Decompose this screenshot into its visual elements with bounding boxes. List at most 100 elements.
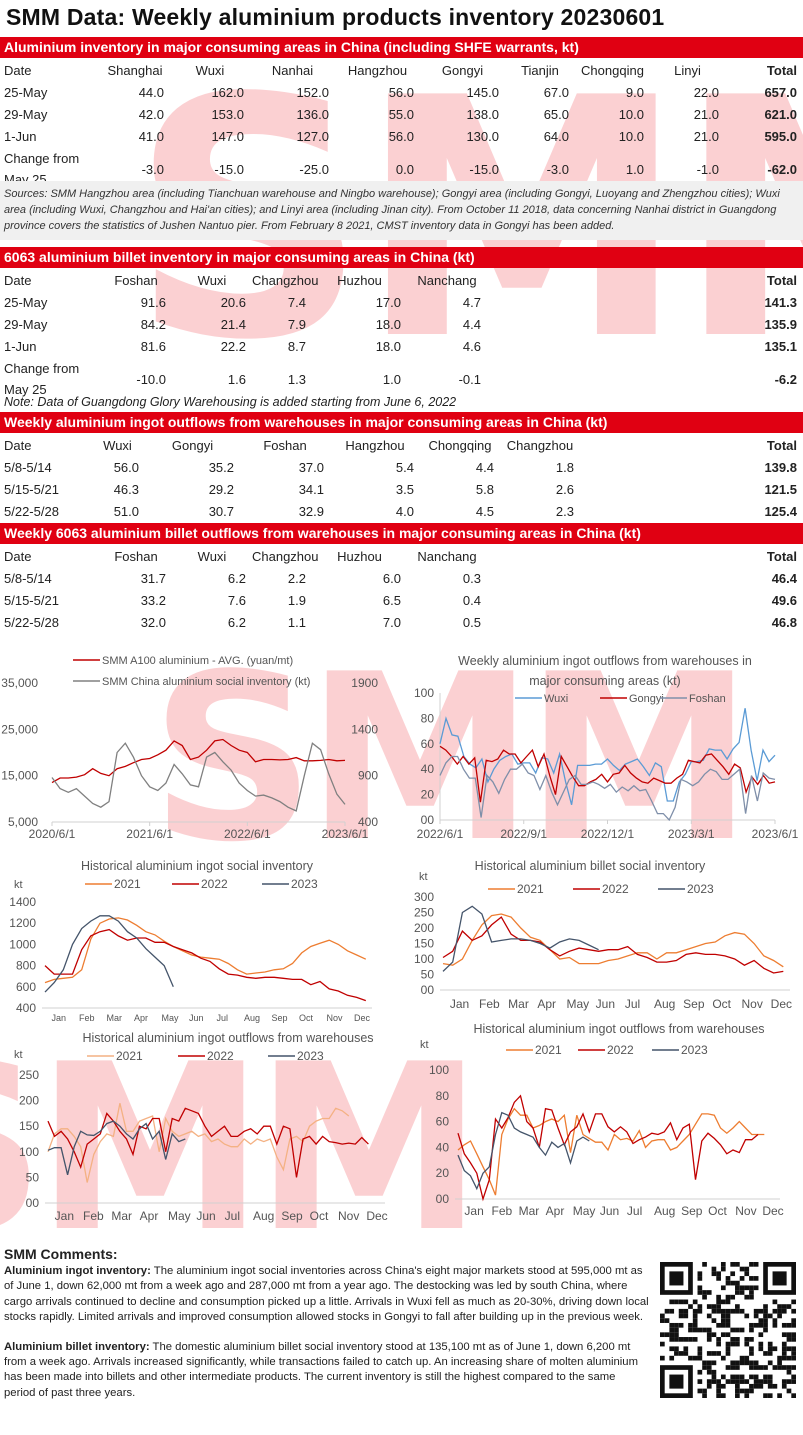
table-cell: 44.0 xyxy=(138,84,164,100)
x-tick-label: Sep xyxy=(681,1204,703,1218)
x-tick-label: Oct xyxy=(712,997,731,1011)
column-header: Changzhou xyxy=(252,272,319,288)
table-cell: 37.0 xyxy=(298,459,324,475)
column-header: Total xyxy=(766,62,797,78)
series-line-2022 xyxy=(442,916,784,974)
column-header: Wuxi xyxy=(197,272,227,288)
y-tick-label: 100 xyxy=(414,952,434,966)
table-cell: 81.6 xyxy=(140,338,166,354)
table-cell: 20.6 xyxy=(220,294,246,310)
x-tick-label: Mar xyxy=(508,997,529,1011)
table-cell: 56.0 xyxy=(388,84,414,100)
table-cell: 138.0 xyxy=(466,106,499,122)
series-line-2021 xyxy=(442,913,784,968)
column-header: Gongyi xyxy=(171,437,214,453)
column-header: Changzhou xyxy=(506,437,574,453)
table-cell: 21.0 xyxy=(693,106,719,122)
x-tick-label: Nov xyxy=(742,997,763,1011)
sources-note: Sources: SMM Hangzhou area (including Ti… xyxy=(0,181,803,240)
table-cell: 35.2 xyxy=(208,459,234,475)
data-table: Date Wuxi Gongyi Foshan Hangzhou Chongqing Cha… xyxy=(0,434,803,522)
column-header: Wuxi xyxy=(103,437,132,453)
table-cell: 6.0 xyxy=(382,570,401,586)
table-cell: 1.6 xyxy=(227,371,246,387)
table-row: 5/15-5/21 33.2 7.6 1.9 6.5 0.4 49.6 xyxy=(0,589,803,611)
table-row: 29-May 42.0 153.0 136.0 55.0 138.0 65.0 10.0 21.… xyxy=(0,103,803,125)
table-cell: 49.6 xyxy=(771,592,797,608)
column-header: Date xyxy=(4,272,32,288)
table-row: Change from May 25 -3.0 -15.0 -25.0 0.0 -15.0… xyxy=(0,147,803,191)
table-cell: 29-May xyxy=(4,106,48,122)
qr-code[interactable] xyxy=(660,1262,796,1398)
legend-label: 2022 xyxy=(607,1043,634,1057)
table-cell: 64.0 xyxy=(543,128,569,144)
column-header: Hangzhou xyxy=(347,62,408,78)
table-cell: -0.1 xyxy=(458,371,481,387)
column-header: Changzhou xyxy=(252,548,319,564)
y-tick-label: 50 xyxy=(421,968,435,982)
column-header: Gongyi xyxy=(441,62,484,78)
table-cell: 7.0 xyxy=(382,614,401,630)
column-header: Wuxi xyxy=(197,548,227,564)
table-cell: 127.0 xyxy=(296,128,329,144)
table-cell: 10.0 xyxy=(618,128,644,144)
table-cell: 1.1 xyxy=(287,614,306,630)
table-cell: 5/22-5/28 xyxy=(4,503,59,519)
section-header: Weekly aluminium ingot outflows from war… xyxy=(0,412,803,433)
table-cell: 33.2 xyxy=(140,592,166,608)
table-cell: 5.8 xyxy=(475,481,494,497)
column-header: Tianjin xyxy=(521,62,559,78)
table-row: 25-May 91.6 20.6 7.4 17.0 4.7 141.3 xyxy=(0,291,803,313)
table-cell: 84.2 xyxy=(140,316,166,332)
table-cell: 1.0 xyxy=(625,161,644,177)
series-line-2023 xyxy=(457,1111,590,1191)
column-header: Date xyxy=(4,548,32,564)
comment-billet: Aluminium billet inventory: The domestic… xyxy=(4,1341,638,1399)
table-cell: 6.2 xyxy=(227,570,246,586)
table-cell: 5/15-5/21 xyxy=(4,592,59,608)
x-tick-label: Feb xyxy=(492,1204,513,1218)
column-header: Date xyxy=(4,62,32,78)
x-tick-label: May xyxy=(573,1204,596,1218)
table-cell: 18.0 xyxy=(375,316,401,332)
table-cell: 4.4 xyxy=(475,459,494,475)
table-cell: 162.0 xyxy=(211,84,244,100)
x-tick-label: Jul xyxy=(625,997,640,1011)
qr-finder xyxy=(669,1271,684,1286)
table-cell: 6.5 xyxy=(382,592,401,608)
series-line-2023 xyxy=(44,915,174,993)
x-tick-label: Jun xyxy=(600,1204,619,1218)
data-table: Date Foshan Wuxi Changzhou Huzhou Nanchang Tot… xyxy=(0,545,803,633)
table-cell: 91.6 xyxy=(140,294,166,310)
column-header: Nanchang xyxy=(417,272,477,288)
table-cell: 135.9 xyxy=(764,316,797,332)
legend-label: 2021 xyxy=(114,877,141,891)
column-header: Huzhou xyxy=(337,272,382,288)
table-cell: 46.3 xyxy=(113,481,139,497)
y-tick-label: 250 xyxy=(414,906,434,920)
table-cell: 56.0 xyxy=(113,459,139,475)
table-cell: 67.0 xyxy=(543,84,569,100)
table-cell: -15.0 xyxy=(214,161,244,177)
table-cell: 21.0 xyxy=(693,128,719,144)
table-cell: 9.0 xyxy=(625,84,644,100)
table-row: 29-May 84.2 21.4 7.9 18.0 4.4 135.9 xyxy=(0,313,803,335)
table-cell: 32.9 xyxy=(298,503,324,519)
y-tick-label: 1400 xyxy=(9,895,36,909)
table-cell: 121.5 xyxy=(764,481,797,497)
x-tick-label: Oct xyxy=(708,1204,727,1218)
table-cell: 22.0 xyxy=(693,84,719,100)
table-cell: 4.4 xyxy=(462,316,481,332)
table-cell: -62.0 xyxy=(767,161,797,177)
table-cell: 135.1 xyxy=(764,338,797,354)
x-tick-label: Nov xyxy=(735,1204,756,1218)
table-cell: 29-May xyxy=(4,316,48,332)
y-tick-label: 800 xyxy=(16,959,36,973)
comment-ingot: Aluminium ingot inventory: The aluminium… xyxy=(4,1265,649,1323)
table-row: Change from May 25 -10.0 1.6 1.3 1.0 -0.1 -6.2 xyxy=(0,357,803,401)
table-cell: 42.0 xyxy=(138,106,164,122)
y-tick-label: 25,000 xyxy=(1,722,38,736)
column-header: Huzhou xyxy=(337,548,382,564)
table-cell: -10.0 xyxy=(136,371,166,387)
y-tick-label: 5,000 xyxy=(8,815,38,829)
